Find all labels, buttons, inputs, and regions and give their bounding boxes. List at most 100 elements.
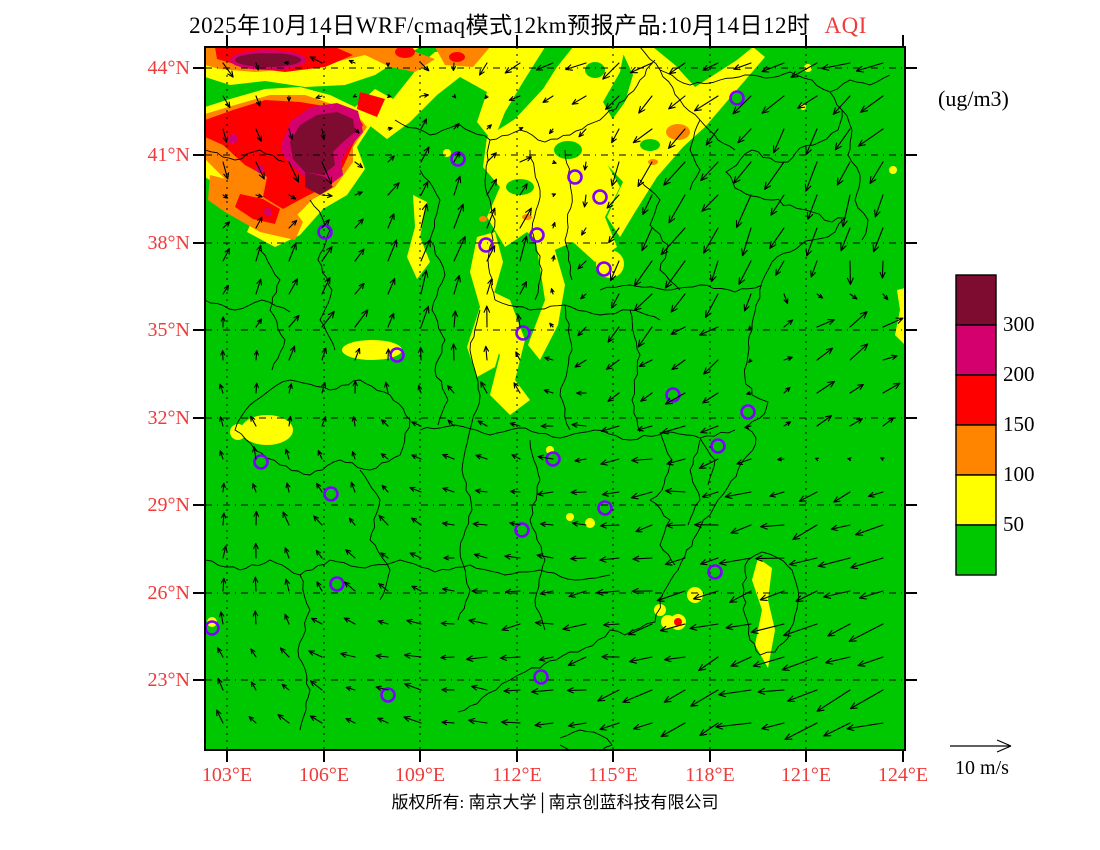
wind-vector	[387, 182, 400, 196]
city-marker	[665, 387, 681, 403]
wind-vector	[769, 491, 785, 498]
wind-vector	[601, 490, 620, 497]
wind-vector	[821, 62, 851, 71]
wind-vector	[219, 611, 225, 625]
wind-vector	[816, 293, 824, 299]
province-boundary	[639, 47, 766, 86]
wind-vector	[600, 425, 620, 433]
wind-vector	[387, 277, 396, 295]
wind-vector	[320, 128, 326, 141]
wind-vector	[627, 623, 653, 636]
wind-vector	[288, 219, 298, 229]
colorbar-tick-label: 200	[1003, 362, 1035, 386]
wind-vector	[387, 213, 395, 229]
wind-vector	[253, 382, 259, 394]
province-boundary	[419, 169, 449, 426]
wind-vector	[690, 689, 719, 707]
wind-vector	[689, 623, 719, 631]
wind-vector	[348, 59, 356, 65]
wind-vector	[549, 322, 554, 328]
wind-vector	[519, 235, 529, 262]
wind-vector	[420, 269, 429, 295]
wind-vector	[441, 587, 455, 593]
wind-vector	[667, 128, 686, 149]
city-marker	[317, 224, 333, 240]
wind-vector	[252, 446, 258, 460]
province-boundary	[205, 299, 291, 313]
wind-vector	[539, 521, 554, 527]
wind-vector	[248, 716, 257, 724]
wind-vector	[668, 95, 686, 110]
aqi-region-green	[585, 62, 605, 78]
wind-vector	[581, 227, 587, 236]
wind-vector	[409, 552, 422, 559]
lat-label: 38°N	[147, 232, 190, 254]
wind-vector	[601, 653, 620, 660]
wind-vector	[486, 245, 496, 262]
colorbar	[955, 274, 997, 576]
province-boundary	[259, 249, 286, 371]
wind-vector	[385, 62, 391, 67]
wind-vector	[486, 178, 498, 196]
wind-vector	[411, 585, 422, 592]
wind-vector	[475, 454, 488, 460]
wind-vector	[380, 552, 389, 559]
wind-vector	[500, 719, 521, 726]
city-marker	[596, 261, 612, 277]
city-marker	[253, 454, 269, 470]
wind-vector	[699, 557, 719, 566]
wind-vector	[732, 95, 752, 115]
aqi-region-yellow	[585, 518, 595, 528]
wind-vector	[515, 351, 521, 361]
province-boundary	[484, 139, 496, 301]
wind-vector	[730, 524, 752, 534]
wind-vector	[352, 93, 358, 98]
wind-vector	[700, 425, 719, 434]
wind-vector	[603, 621, 620, 628]
wind-vector	[879, 260, 886, 279]
wind-vector	[486, 207, 496, 229]
wind-vector	[418, 346, 424, 361]
wind-vector	[518, 126, 524, 131]
wind-vector	[630, 491, 653, 500]
wind-vector	[567, 656, 587, 666]
wind-vector	[832, 95, 851, 115]
wind-vector	[599, 522, 620, 529]
wind-vector	[509, 521, 521, 527]
province-boundary	[689, 119, 701, 191]
aqi-region-yellow	[365, 47, 545, 142]
aqi-region-red	[235, 194, 280, 224]
lon-label: 124°E	[877, 764, 929, 786]
wind-vector	[287, 415, 293, 427]
wind-vector	[378, 514, 389, 526]
wind-vector	[632, 555, 653, 562]
wind-vector	[744, 424, 752, 429]
wind-vector	[480, 381, 488, 394]
aqi-region-yellow	[889, 166, 897, 174]
wind-vector	[701, 491, 719, 499]
wind-vector	[534, 721, 554, 728]
wind-vector	[222, 545, 228, 559]
wind-vector	[377, 619, 389, 625]
wind-vector	[253, 510, 260, 526]
city-marker	[592, 189, 608, 205]
wind-vector	[284, 578, 290, 592]
wind-vector	[798, 491, 818, 502]
province-boundary	[529, 149, 543, 301]
wind-vector	[872, 227, 884, 253]
wind-vector	[804, 161, 818, 192]
wind-vector	[386, 93, 392, 98]
wind-vector	[309, 715, 323, 724]
wind-vector	[781, 656, 818, 671]
wind-vector	[750, 623, 785, 634]
wind-vector	[443, 555, 455, 561]
wind-vector	[629, 62, 653, 74]
wind-vector	[578, 128, 587, 138]
wind-vector	[483, 345, 490, 361]
wind-vector	[610, 293, 620, 309]
province-boundary	[742, 551, 800, 656]
wind-vector	[255, 95, 261, 107]
lon-label: 121°E	[780, 764, 832, 786]
units-label: (ug/m3)	[938, 86, 1009, 111]
wind-vector	[375, 653, 389, 659]
